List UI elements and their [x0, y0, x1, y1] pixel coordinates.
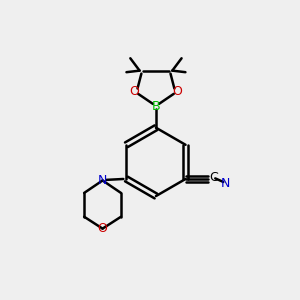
Text: N: N: [221, 177, 230, 190]
Text: O: O: [98, 222, 107, 235]
Text: O: O: [172, 85, 182, 98]
Text: C: C: [209, 171, 218, 184]
Text: B: B: [152, 100, 160, 113]
Text: O: O: [130, 85, 140, 98]
Text: N: N: [98, 174, 107, 187]
